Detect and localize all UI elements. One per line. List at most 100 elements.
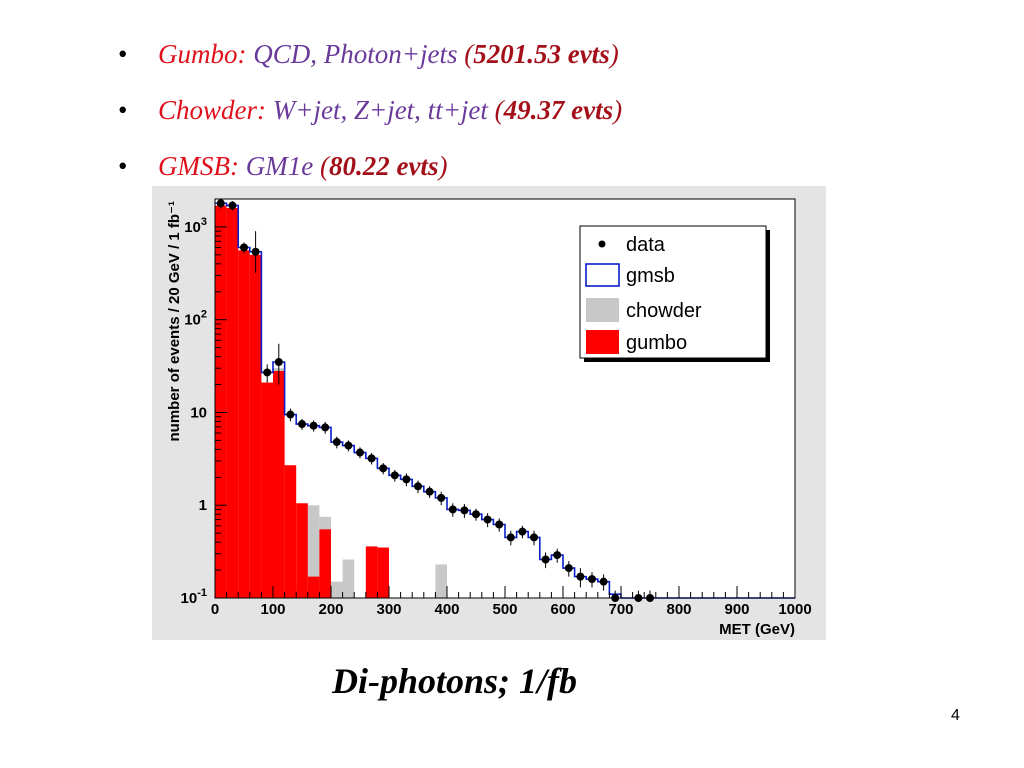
data-point — [599, 577, 608, 586]
chart-legend: data gmsb chowder gumbo — [579, 225, 770, 362]
data-point — [553, 551, 562, 560]
gumbo-bar — [365, 546, 378, 598]
separator: : — [257, 95, 267, 125]
x-tick-label: 700 — [608, 601, 633, 618]
data-point — [588, 575, 596, 584]
chowder-bar — [331, 581, 343, 598]
data-point — [332, 438, 341, 447]
sample-name: Gumbo — [158, 39, 238, 69]
y-axis-title: number of events / 20 GeV / 1 fb⁻¹ — [166, 201, 183, 441]
gumbo-bar — [296, 503, 308, 598]
legend-label-data: data — [626, 234, 666, 256]
x-axis-title: MET (GeV) — [719, 621, 795, 638]
data-point — [344, 441, 353, 450]
gumbo-bar — [377, 547, 389, 598]
y-tick-exponent: 3 — [201, 216, 207, 228]
legend-label-gumbo: gumbo — [626, 332, 687, 354]
data-point — [379, 464, 388, 473]
data-point — [356, 448, 364, 457]
gumbo-bar — [319, 529, 331, 598]
data-point — [518, 527, 527, 536]
legend-label-chowder: chowder — [626, 300, 702, 322]
sample-name: Chowder — [158, 95, 258, 125]
data-point — [367, 454, 376, 463]
gumbo-bar — [273, 370, 285, 598]
y-tick-label: 1 — [199, 497, 207, 514]
y-tick-base: 10 — [181, 590, 198, 607]
x-tick-label: 0 — [211, 601, 219, 618]
data-point — [576, 572, 585, 581]
y-tick-base: 10 — [184, 219, 201, 236]
data-point — [321, 423, 330, 432]
y-tick-base: 10 — [184, 312, 201, 329]
x-tick-label: 800 — [666, 601, 691, 618]
event-count: 80.22 evts — [328, 151, 439, 181]
separator: : — [237, 39, 247, 69]
close-paren: ) — [613, 95, 623, 125]
chowder-bar — [435, 564, 447, 598]
data-point — [472, 510, 480, 519]
y-tick-label: 10 — [190, 404, 207, 421]
open-paren: ( — [464, 39, 474, 69]
page-number: 4 — [951, 707, 960, 724]
bullet-list: • Gumbo: QCD, Photon+jets (5201.53 evts) … — [118, 34, 622, 202]
legend-marker-chowder — [586, 298, 619, 322]
slide-caption: Di-photons; 1/fb — [332, 661, 578, 701]
data-point — [564, 564, 573, 573]
event-count: 5201.53 evts — [473, 39, 610, 69]
sample-description: W+jet, Z+jet, tt+jet — [266, 95, 495, 125]
data-point — [402, 475, 411, 484]
data-point — [460, 506, 469, 515]
open-paren: ( — [494, 95, 504, 125]
y-tick-base: 10 — [190, 404, 207, 421]
data-point — [448, 505, 457, 514]
open-paren: ( — [319, 151, 329, 181]
x-tick-label: 100 — [260, 601, 285, 618]
x-tick-label: 1000 — [778, 601, 811, 618]
x-tick-label: 400 — [434, 601, 459, 618]
data-point — [437, 493, 446, 502]
data-point — [495, 520, 504, 529]
gumbo-bar — [215, 205, 227, 598]
bullet-gumbo: • Gumbo: QCD, Photon+jets (5201.53 evts) — [118, 34, 622, 90]
data-point — [541, 555, 550, 564]
data-point — [425, 487, 434, 496]
data-point — [228, 201, 237, 210]
sample-name: GMSB — [158, 151, 230, 181]
data-point — [286, 410, 295, 419]
y-tick-exponent: 2 — [201, 309, 207, 321]
gumbo-bar — [238, 250, 250, 598]
data-point — [309, 421, 318, 430]
met-histogram-chart: 0 100 200 300 400 500 600 700 800 900 100010-11101… — [152, 186, 826, 640]
legend-marker-data — [598, 240, 606, 248]
legend-marker-gumbo — [586, 330, 619, 354]
data-point — [240, 243, 248, 252]
y-tick-exponent: -1 — [197, 587, 207, 599]
bullet-gmsb: • GMSB: GM1e (80.22 evts) — [118, 146, 622, 202]
x-tick-label: 900 — [724, 601, 749, 618]
bullet-dot: • — [118, 151, 128, 181]
gumbo-bar — [249, 254, 262, 599]
legend-label-gmsb: gmsb — [626, 265, 675, 287]
data-point — [390, 471, 399, 480]
separator: : — [229, 151, 239, 181]
bullet-dot: • — [118, 39, 128, 69]
data-point — [530, 533, 538, 542]
x-tick-label: 300 — [376, 601, 401, 618]
event-count: 49.37 evts — [503, 95, 614, 125]
gumbo-bar — [261, 382, 273, 598]
x-tick-label: 600 — [550, 601, 575, 618]
chowder-bar — [307, 505, 320, 598]
data-point — [263, 368, 272, 377]
x-tick-label: 500 — [492, 601, 517, 618]
y-tick-label: 10-1 — [181, 587, 207, 607]
y-tick-label: 103 — [184, 216, 207, 236]
y-tick-label: 102 — [184, 309, 207, 329]
data-point — [483, 515, 492, 524]
chowder-bar — [342, 559, 355, 598]
data-point — [414, 482, 422, 491]
data-point — [216, 199, 225, 208]
bullet-dot: • — [118, 95, 128, 125]
close-paren: ) — [438, 151, 448, 181]
bullet-chowder: • Chowder: W+jet, Z+jet, tt+jet (49.37 ev… — [118, 90, 622, 146]
